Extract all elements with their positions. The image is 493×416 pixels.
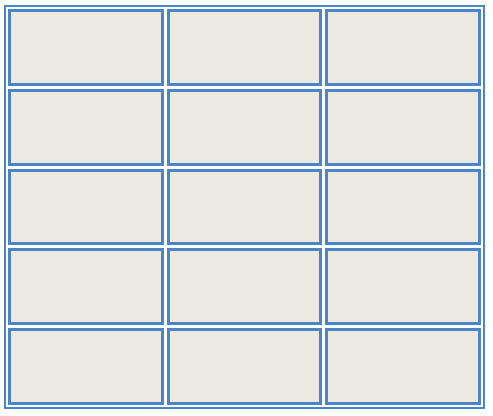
table-cell[interactable]	[8, 328, 164, 405]
table-cell[interactable]	[166, 9, 323, 86]
table-cell[interactable]	[166, 88, 323, 166]
table-cell[interactable]	[325, 248, 481, 326]
table-cell[interactable]	[325, 328, 481, 405]
table-cell[interactable]	[166, 248, 323, 326]
table-cell[interactable]	[8, 168, 164, 246]
table-cell[interactable]	[325, 9, 481, 86]
table-cell[interactable]	[325, 168, 481, 246]
table-cell[interactable]	[8, 248, 164, 326]
table-cell[interactable]	[325, 88, 481, 166]
table-cell[interactable]	[166, 168, 323, 246]
table-cell[interactable]	[166, 328, 323, 405]
empty-grid-table	[4, 5, 485, 409]
table-cell[interactable]	[8, 88, 164, 166]
table-cell[interactable]	[8, 9, 164, 86]
